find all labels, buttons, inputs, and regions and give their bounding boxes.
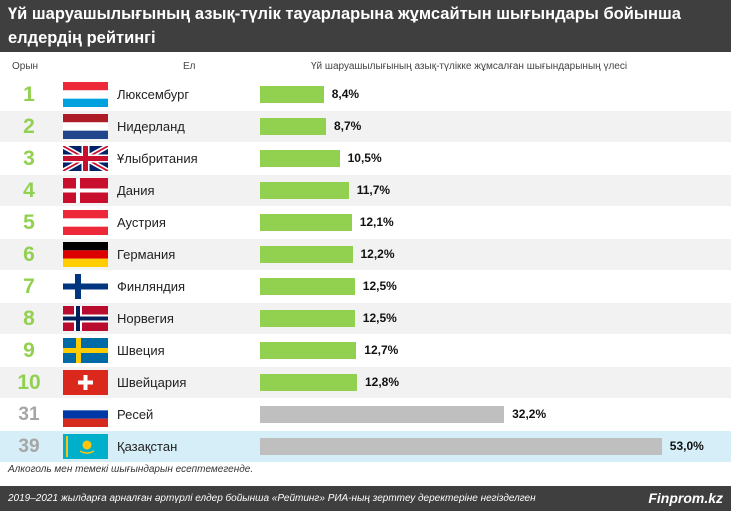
bar: [260, 86, 324, 103]
country-label: Қазақстан: [117, 439, 178, 454]
bar: [260, 182, 349, 199]
russia-flag: [63, 402, 108, 427]
data-label: 12,2%: [360, 247, 395, 261]
column-header-rank: Орын: [12, 61, 39, 72]
bar: [260, 374, 357, 391]
rank-number: 10: [17, 371, 41, 394]
table-row: 3 Ұлыбритания 10,5%: [0, 143, 731, 174]
source-text: 2019–2021 жылдарға арналған әртүрлі елде…: [8, 493, 536, 504]
rank-number: 39: [18, 436, 40, 457]
switzerland-flag: [63, 370, 108, 395]
rank-number: 1: [23, 83, 35, 106]
luxembourg-flag: [63, 82, 108, 107]
data-label: 12,8%: [365, 375, 400, 389]
country-label: Финляндия: [117, 279, 186, 294]
rank-number: 2: [23, 115, 35, 138]
germany-flag: [63, 242, 108, 267]
brand-logo: Finprom.kz: [648, 490, 723, 506]
bar: [260, 246, 353, 263]
bar: [260, 118, 326, 135]
table-row: 7 Финляндия 12,5%: [0, 271, 731, 302]
table-row: 31 Ресей 32,2%: [0, 399, 731, 430]
country-label: Норвегия: [117, 311, 174, 326]
country-label: Дания: [117, 183, 155, 198]
bar: [260, 310, 355, 327]
country-label: Ресей: [117, 407, 154, 422]
table-row: 39 Қазақстан 53,0%: [0, 431, 731, 462]
rank-number: 7: [23, 275, 35, 298]
netherlands-flag: [63, 114, 108, 139]
table-row: 8 Норвегия 12,5%: [0, 303, 731, 334]
data-label: 12,5%: [362, 279, 397, 293]
rank-number: 31: [18, 404, 40, 425]
finland-flag: [63, 274, 108, 299]
kazakhstan-flag: [63, 434, 108, 459]
country-label: Германия: [117, 247, 176, 262]
norway-flag: [63, 306, 108, 331]
country-label: Люксембург: [117, 87, 190, 102]
table-row: 4 Дания 11,7%: [0, 175, 731, 206]
austria-flag: [63, 210, 108, 235]
footnote: Алкоголь мен темекі шығындарын есептемег…: [8, 464, 254, 475]
rank-number: 9: [23, 339, 35, 362]
column-header-country: Ел: [183, 61, 196, 72]
rank-number: 4: [23, 179, 35, 202]
country-label: Швеция: [117, 343, 165, 358]
table-row: 10 Швейцария 12,8%: [0, 367, 731, 398]
rank-number: 8: [23, 307, 35, 330]
bar: [260, 406, 505, 423]
bar: [260, 342, 357, 359]
denmark-flag: [63, 178, 108, 203]
chart-title: Үй шаруашылығының азық-түлік тауарларына…: [8, 5, 681, 47]
data-label: 53,0%: [669, 439, 704, 453]
data-label: 12,5%: [362, 311, 397, 325]
table-row: 1 Люксембург 8,4%: [0, 79, 731, 110]
column-header-share: Үй шаруашылығының азық-түлікке жұмсалған…: [311, 61, 628, 72]
data-label: 10,5%: [347, 151, 382, 165]
source-bar: 2019–2021 жылдарға арналған әртүрлі елде…: [0, 486, 731, 511]
rank-number: 6: [23, 243, 35, 266]
data-label: 11,7%: [356, 183, 391, 197]
table-row: 5 Аустрия 12,1%: [0, 207, 731, 238]
title-bar: Үй шаруашылығының азық-түлік тауарларына…: [0, 0, 731, 52]
country-label: Аустрия: [117, 215, 166, 230]
data-label: 32,2%: [512, 407, 547, 421]
data-label: 12,1%: [359, 215, 394, 229]
rank-number: 5: [23, 211, 35, 234]
data-label: 8,7%: [334, 119, 362, 133]
data-label: 12,7%: [364, 343, 399, 357]
country-label: Нидерланд: [117, 119, 185, 134]
table-row: 9 Швеция 12,7%: [0, 335, 731, 366]
table-row: 6 Германия 12,2%: [0, 239, 731, 270]
country-label: Швейцария: [117, 375, 187, 390]
uk-flag: [63, 146, 108, 171]
bar: [260, 150, 340, 167]
bar: [260, 438, 662, 455]
table-row: 2 Нидерланд 8,7%: [0, 111, 731, 142]
data-label: 8,4%: [331, 87, 360, 101]
country-label: Ұлыбритания: [117, 151, 198, 166]
bar: [260, 214, 352, 231]
bar: [260, 278, 355, 295]
rank-number: 3: [23, 147, 35, 170]
sweden-flag: [63, 338, 108, 363]
